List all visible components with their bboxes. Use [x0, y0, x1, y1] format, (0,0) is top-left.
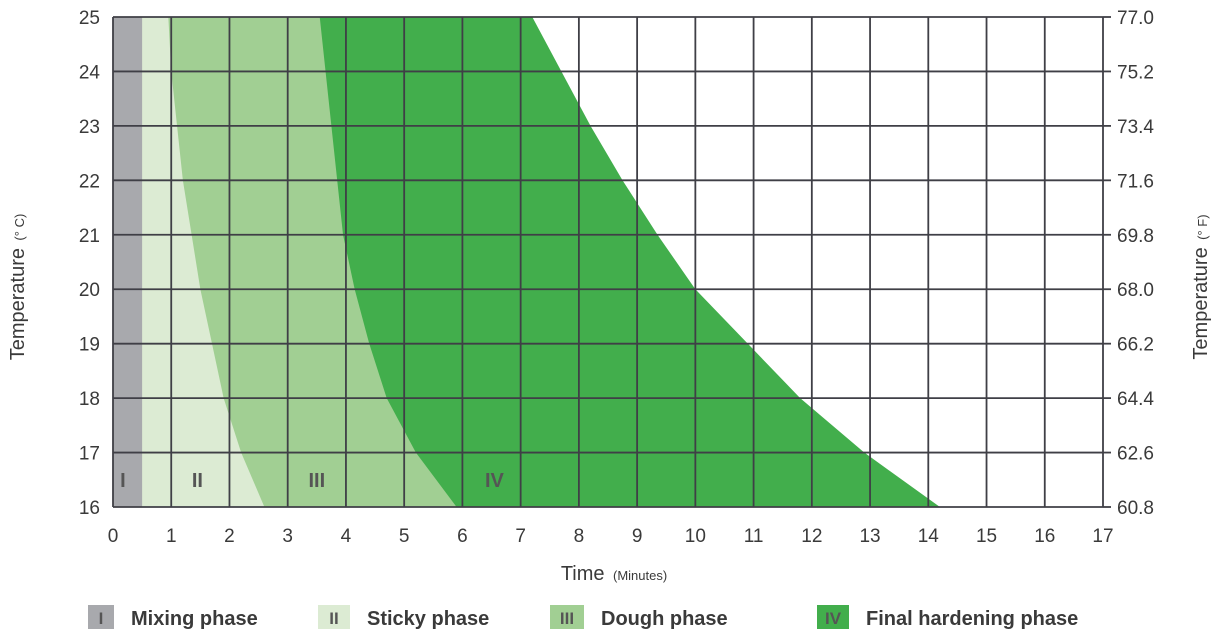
legend-swatch-label: II — [329, 609, 338, 628]
phase-label-ii: II — [192, 470, 203, 492]
phase-label-i: I — [120, 470, 126, 492]
x-tick-label: 8 — [574, 526, 585, 547]
x-tick-label: 17 — [1092, 526, 1113, 547]
y-left-tick-label: 18 — [79, 389, 100, 410]
x-tick-label: 11 — [744, 526, 764, 547]
y-axis-right-title: Temperature (° F) — [1190, 214, 1212, 359]
phase-label-iii: III — [308, 470, 325, 492]
y-axis-left-title: Temperature (° C) — [7, 214, 29, 361]
y-axis-left-label: Temperature — [7, 248, 29, 360]
y-axis-right-ticks: 60.8 62.6 64.4 66.2 68.0 69.8 71.6 73.4 75.2 77.0 — [1117, 8, 1154, 519]
x-tick-label: 1 — [166, 526, 177, 547]
y-right-tick-label: 73.4 — [1117, 117, 1154, 138]
x-tick-label: 13 — [859, 526, 880, 547]
x-tick-label: 10 — [685, 526, 706, 547]
phase-areas — [113, 17, 940, 507]
phase-area-i — [113, 17, 142, 507]
x-tick-label: 4 — [341, 526, 352, 547]
x-axis-unit: (Minutes) — [613, 568, 667, 583]
legend-item-ii: II Sticky phase — [318, 605, 489, 630]
x-axis-label: Time — [561, 563, 605, 585]
y-right-tick-label: 71.6 — [1117, 171, 1154, 192]
y-right-tick-label: 69.8 — [1117, 226, 1154, 247]
y-right-tick-label: 60.8 — [1117, 498, 1154, 519]
x-tick-label: 5 — [399, 526, 410, 547]
y-left-tick-label: 24 — [79, 62, 101, 83]
y-right-tick-label: 64.4 — [1117, 389, 1154, 410]
x-tick-label: 12 — [801, 526, 822, 547]
x-tick-label: 14 — [918, 526, 940, 547]
legend-item-iii: III Dough phase — [550, 605, 728, 630]
x-tick-label: 15 — [976, 526, 997, 547]
y-right-tick-label: 77.0 — [1117, 8, 1154, 29]
y-left-tick-label: 19 — [79, 335, 100, 356]
legend-label: Final hardening phase — [866, 608, 1078, 630]
y-left-tick-label: 23 — [79, 117, 100, 138]
y-right-tick-label: 62.6 — [1117, 444, 1154, 465]
y-left-tick-label: 22 — [79, 171, 100, 192]
x-axis-ticks: 0 1 2 3 4 5 6 7 8 9 10 11 12 13 14 15 16 17 — [108, 526, 1114, 547]
y-right-tick-label: 66.2 — [1117, 335, 1154, 356]
y-axis-left-unit: (° C) — [12, 214, 27, 241]
y-axis-left-ticks: 16 17 18 19 20 21 22 23 24 25 — [79, 8, 101, 519]
x-tick-label: 2 — [224, 526, 235, 547]
x-tick-label: 3 — [282, 526, 293, 547]
legend-swatch-label: I — [99, 609, 104, 628]
legend: I Mixing phase II Sticky phase III Dough phas… — [88, 605, 1078, 630]
y-left-tick-label: 25 — [79, 8, 100, 29]
y-right-tick-label: 68.0 — [1117, 280, 1154, 301]
legend-label: Dough phase — [601, 608, 728, 630]
x-axis-title: Time (Minutes) — [561, 563, 667, 585]
y-axis-right-label: Temperature — [1190, 247, 1212, 359]
legend-label: Sticky phase — [367, 608, 489, 630]
legend-item-iv: IV Final hardening phase — [817, 605, 1078, 630]
y-right-tick-label: 75.2 — [1117, 62, 1154, 83]
phase-label-iv: IV — [485, 470, 505, 492]
y-left-tick-label: 17 — [79, 444, 100, 465]
y-left-tick-label: 16 — [79, 498, 100, 519]
y-left-tick-label: 20 — [79, 280, 100, 301]
legend-item-i: I Mixing phase — [88, 605, 258, 630]
x-tick-label: 9 — [632, 526, 643, 547]
legend-swatch-label: IV — [825, 609, 842, 628]
x-tick-label: 16 — [1034, 526, 1055, 547]
y-left-tick-label: 21 — [79, 226, 100, 247]
x-tick-label: 7 — [515, 526, 526, 547]
y-axis-right-unit: (° F) — [1195, 214, 1210, 239]
x-tick-label: 0 — [108, 526, 119, 547]
x-tick-label: 6 — [457, 526, 468, 547]
legend-swatch-label: III — [560, 609, 574, 628]
legend-label: Mixing phase — [131, 608, 258, 630]
